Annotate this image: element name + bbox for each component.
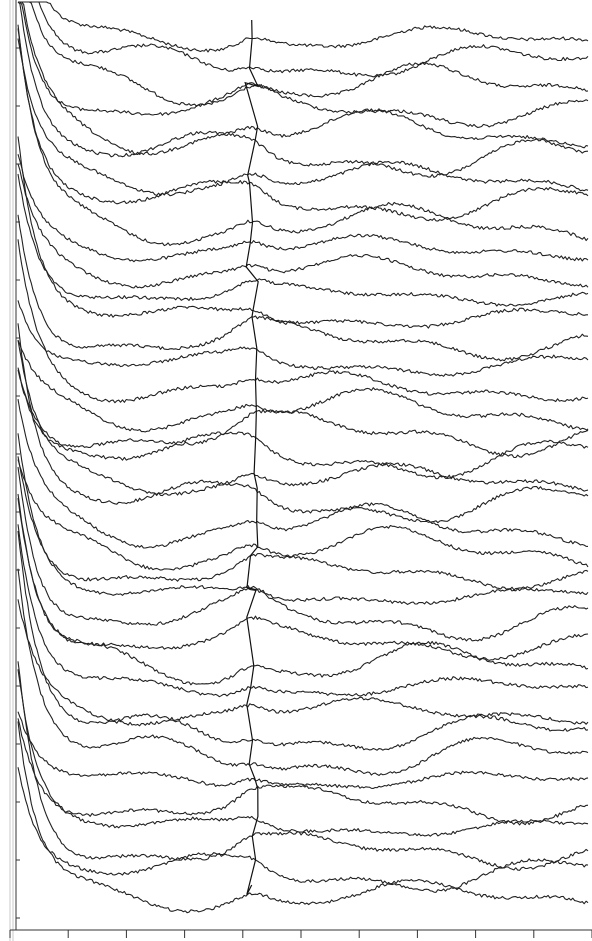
trace-line xyxy=(17,467,589,642)
trace-line xyxy=(18,1,589,78)
trace-line xyxy=(17,456,589,591)
trace-line xyxy=(17,767,589,893)
chart-frame xyxy=(9,0,14,941)
trace-line xyxy=(17,154,589,263)
trace-line xyxy=(17,163,589,289)
trace-line xyxy=(17,721,589,914)
trace-line xyxy=(17,323,589,524)
trace-line xyxy=(18,1,589,129)
trace-line xyxy=(17,369,589,459)
trace-line xyxy=(17,214,589,362)
trace-line xyxy=(17,530,589,751)
trace-line xyxy=(18,1,589,156)
marker-group xyxy=(244,19,259,895)
traces-group xyxy=(17,1,589,914)
trace-line xyxy=(18,1,589,53)
trace-line xyxy=(17,38,589,197)
trace-line xyxy=(17,599,589,727)
marker-line xyxy=(244,19,259,895)
trace-line xyxy=(17,524,589,698)
trace-line xyxy=(17,136,588,329)
trace-line xyxy=(17,669,589,837)
trace-line xyxy=(17,300,589,377)
trace-line xyxy=(17,497,589,686)
trace-line xyxy=(17,24,589,247)
trace-line xyxy=(17,340,589,433)
trace-line xyxy=(17,173,589,307)
trace-line xyxy=(17,718,589,826)
trace-line xyxy=(17,367,589,480)
trace-line xyxy=(17,1,589,178)
trace-line xyxy=(17,568,589,776)
trace-line xyxy=(17,339,589,497)
trace-line xyxy=(17,28,589,222)
trace-line xyxy=(17,433,589,605)
x-axis xyxy=(9,929,592,938)
trace-line xyxy=(17,711,589,789)
trace-line xyxy=(17,493,589,661)
trace-line xyxy=(17,239,589,404)
trace-line xyxy=(17,661,589,871)
trace-line xyxy=(18,1,589,107)
trace-line xyxy=(17,459,589,571)
trace-line xyxy=(17,399,589,549)
